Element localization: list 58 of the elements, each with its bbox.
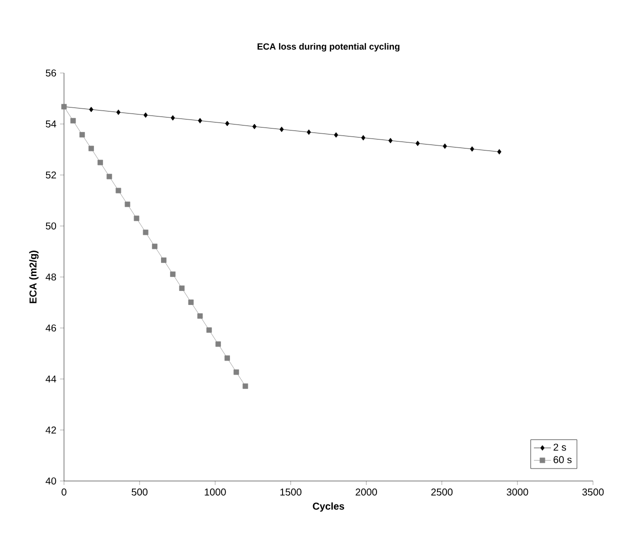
point bbox=[161, 257, 166, 263]
point bbox=[361, 135, 366, 140]
point bbox=[116, 188, 122, 194]
y-tick-label: 46 bbox=[46, 324, 56, 332]
point bbox=[152, 244, 158, 250]
point bbox=[89, 106, 94, 112]
point bbox=[106, 174, 112, 180]
x-tick-label: 1500 bbox=[280, 488, 302, 496]
y-tick-label: 48 bbox=[46, 273, 56, 281]
point bbox=[306, 129, 311, 135]
x-tick-label: 3500 bbox=[582, 488, 604, 496]
point bbox=[497, 149, 502, 154]
point bbox=[124, 202, 130, 208]
point bbox=[252, 124, 257, 130]
y-tick-label: 40 bbox=[46, 477, 56, 485]
point bbox=[242, 383, 248, 389]
point bbox=[442, 143, 447, 149]
y-tick-label: 52 bbox=[46, 171, 56, 179]
y-tick-label: 42 bbox=[46, 426, 56, 434]
point bbox=[142, 230, 148, 236]
legend-label: 60 s bbox=[554, 456, 572, 464]
point bbox=[188, 300, 194, 305]
x-tick-label: 2000 bbox=[356, 488, 377, 496]
point bbox=[116, 110, 120, 115]
point bbox=[98, 160, 103, 166]
y-tick-label: 50 bbox=[46, 222, 56, 230]
x-axis-title: Cycles bbox=[312, 502, 344, 512]
point bbox=[170, 271, 176, 277]
legend-label: 2 s bbox=[554, 444, 566, 451]
x-tick-label: 2500 bbox=[431, 488, 453, 496]
point bbox=[197, 313, 203, 319]
y-tick-label: 54 bbox=[46, 120, 56, 128]
point bbox=[144, 112, 148, 118]
point bbox=[215, 341, 221, 347]
point bbox=[388, 138, 393, 144]
x-tick-label: 3000 bbox=[506, 488, 528, 496]
point bbox=[79, 132, 85, 138]
point bbox=[198, 118, 202, 124]
y-axis-title: ECA (m2/g) bbox=[29, 250, 39, 304]
point bbox=[88, 146, 94, 152]
point bbox=[334, 132, 338, 138]
point bbox=[280, 126, 284, 132]
point bbox=[134, 216, 140, 222]
point bbox=[206, 327, 212, 333]
point bbox=[224, 355, 230, 361]
x-tick-label: 500 bbox=[132, 488, 148, 496]
point bbox=[416, 140, 420, 146]
point bbox=[179, 286, 185, 291]
chart-title: ECA loss during potential cycling bbox=[258, 43, 400, 52]
y-tick-label: 56 bbox=[46, 69, 56, 77]
y-tick-label: 44 bbox=[46, 376, 56, 382]
x-tick-label: 0 bbox=[62, 488, 66, 496]
x-tick-label: 1000 bbox=[204, 488, 226, 496]
point bbox=[470, 146, 474, 152]
point bbox=[70, 118, 76, 124]
point bbox=[234, 369, 240, 375]
point bbox=[170, 115, 175, 121]
point bbox=[225, 120, 230, 126]
